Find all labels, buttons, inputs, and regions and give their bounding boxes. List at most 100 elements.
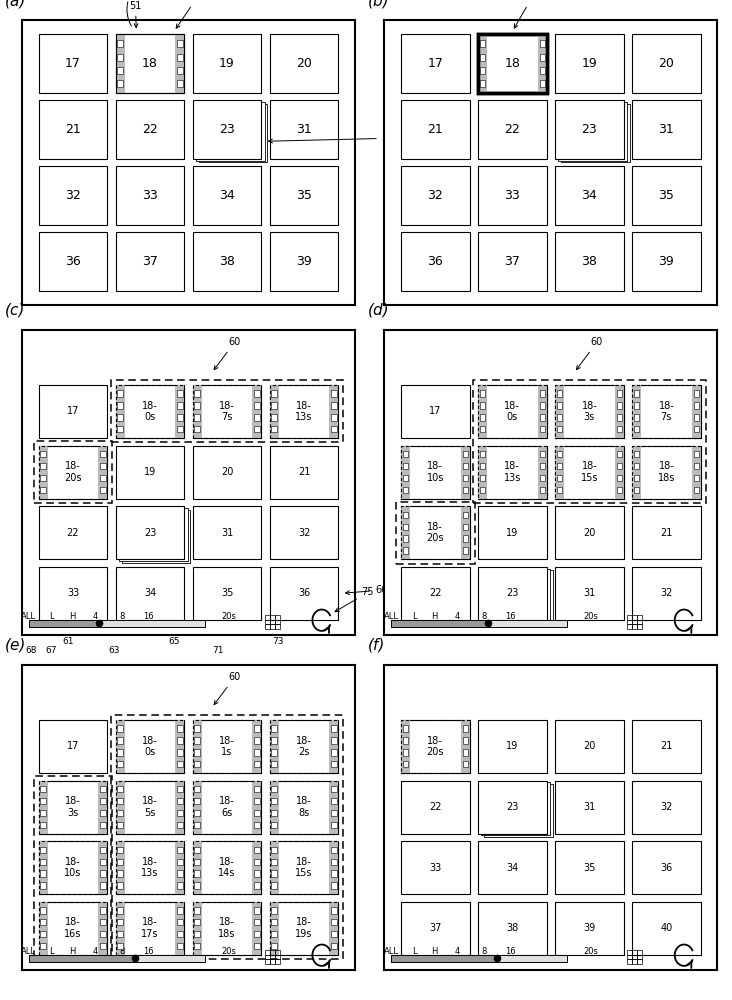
Bar: [270, 950, 275, 955]
Text: 20s: 20s: [583, 612, 598, 621]
Bar: [117, 40, 123, 47]
Bar: [269, 232, 338, 291]
Bar: [40, 810, 46, 816]
Text: 18-
20s: 18- 20s: [427, 522, 444, 543]
Bar: [196, 102, 265, 161]
Bar: [177, 40, 182, 47]
Bar: [117, 919, 123, 925]
Bar: [116, 385, 184, 438]
Bar: [117, 859, 123, 865]
Bar: [254, 859, 260, 865]
Bar: [116, 781, 124, 834]
Text: 20s: 20s: [221, 947, 236, 956]
Bar: [195, 919, 200, 925]
Bar: [331, 810, 337, 816]
Bar: [253, 720, 261, 773]
Bar: [403, 535, 408, 542]
Bar: [116, 166, 184, 225]
Text: (a): (a): [5, 0, 26, 9]
Bar: [117, 67, 123, 74]
Text: 4: 4: [455, 947, 460, 956]
Bar: [270, 955, 275, 959]
Text: H: H: [69, 612, 75, 621]
Bar: [111, 715, 343, 959]
Bar: [329, 385, 338, 438]
Text: 8: 8: [482, 947, 487, 956]
Bar: [555, 232, 624, 291]
Text: 39: 39: [659, 255, 674, 268]
Text: 22: 22: [142, 123, 158, 136]
Bar: [40, 882, 46, 889]
Bar: [193, 720, 201, 773]
Bar: [616, 390, 622, 397]
Bar: [254, 426, 260, 432]
Bar: [39, 841, 108, 894]
Bar: [463, 761, 468, 767]
Bar: [463, 524, 468, 530]
Bar: [100, 907, 105, 914]
Bar: [117, 943, 123, 949]
Text: 16: 16: [506, 612, 516, 621]
Bar: [478, 385, 547, 438]
Bar: [479, 463, 485, 469]
Text: 18-
10s: 18- 10s: [427, 461, 444, 483]
Bar: [616, 475, 622, 481]
Bar: [557, 390, 562, 397]
Text: 23: 23: [506, 588, 518, 598]
Bar: [98, 446, 108, 499]
Bar: [193, 902, 201, 955]
Bar: [632, 232, 701, 291]
Bar: [195, 725, 200, 732]
Bar: [275, 620, 280, 624]
Text: 36: 36: [65, 255, 81, 268]
Bar: [460, 506, 470, 559]
Bar: [269, 720, 338, 773]
Bar: [265, 620, 270, 624]
Bar: [100, 620, 205, 627]
Bar: [403, 475, 408, 481]
Bar: [478, 902, 547, 955]
Text: 61: 61: [62, 637, 73, 646]
Text: 22: 22: [429, 588, 441, 598]
Bar: [275, 950, 280, 955]
Bar: [329, 841, 338, 894]
Bar: [39, 781, 48, 834]
Bar: [634, 475, 639, 481]
Bar: [272, 859, 277, 865]
Text: 32: 32: [427, 189, 443, 202]
Text: 36: 36: [660, 863, 673, 873]
Bar: [463, 463, 468, 469]
Bar: [331, 907, 337, 914]
Bar: [116, 720, 124, 773]
Bar: [39, 902, 108, 955]
Bar: [116, 232, 184, 291]
Bar: [254, 810, 260, 816]
Text: 18-
0s: 18- 0s: [142, 736, 158, 757]
Bar: [403, 737, 408, 744]
Bar: [117, 725, 123, 732]
Bar: [39, 34, 108, 93]
Bar: [401, 720, 470, 773]
Bar: [253, 841, 261, 894]
Bar: [193, 567, 261, 620]
Text: 18-
16s: 18- 16s: [64, 917, 82, 939]
Text: 17: 17: [65, 57, 81, 70]
Bar: [193, 781, 201, 834]
Bar: [117, 761, 123, 767]
Bar: [616, 414, 622, 421]
Bar: [254, 870, 260, 877]
Bar: [177, 810, 182, 816]
Bar: [269, 841, 338, 894]
Text: 36: 36: [427, 255, 443, 268]
Text: 17: 17: [67, 741, 79, 751]
Bar: [693, 402, 699, 409]
Bar: [116, 902, 184, 955]
Bar: [40, 943, 46, 949]
Bar: [269, 720, 279, 773]
Bar: [632, 959, 638, 964]
Bar: [638, 624, 643, 629]
Bar: [555, 841, 624, 894]
Bar: [177, 761, 182, 767]
Bar: [478, 232, 547, 291]
Text: H: H: [69, 947, 75, 956]
